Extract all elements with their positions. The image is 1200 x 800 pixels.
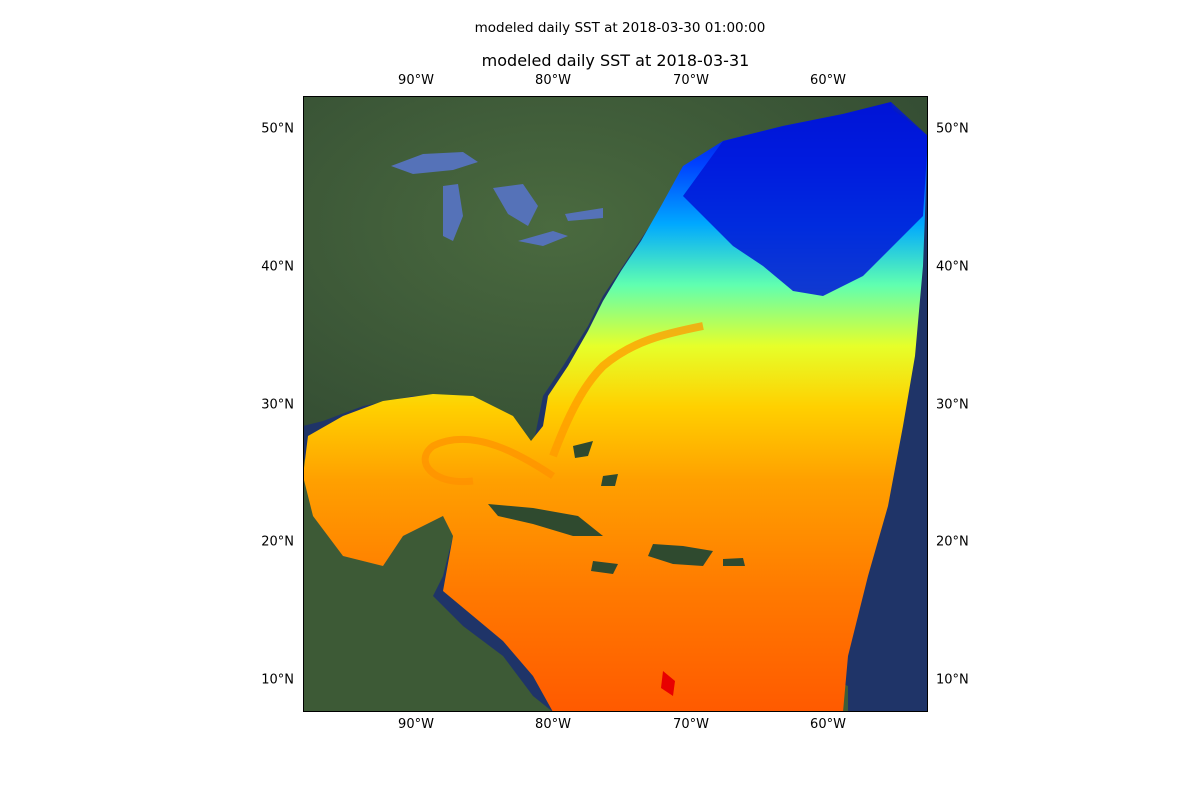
lat-tick-left-50n: 50°N (261, 121, 294, 137)
land-north-america (303, 96, 928, 468)
lat-tick-right-50n: 50°N (936, 121, 969, 137)
lat-tick-right-30n: 30°N (936, 397, 969, 413)
land-central-america (303, 456, 553, 712)
lat-tick-left-20n: 20°N (261, 534, 294, 550)
lat-tick-right-40n: 40°N (936, 259, 969, 275)
sst-hot-patch (661, 671, 675, 696)
sst-loop-current (421, 435, 555, 486)
lat-tick-left-40n: 40°N (261, 259, 294, 275)
lon-tick-top-70w: 70°W (673, 73, 709, 88)
map-title: modeled daily SST at 2018-03-31 (481, 51, 750, 70)
lat-tick-right-20n: 20°N (936, 534, 969, 550)
sst-map[interactable] (303, 96, 928, 712)
lat-tick-right-10n: 10°N (936, 672, 969, 688)
lon-tick-bottom-90w: 90°W (398, 717, 434, 732)
lon-tick-top-90w: 90°W (398, 73, 434, 88)
great-lakes (391, 152, 603, 246)
caribbean-islands (488, 441, 745, 574)
lon-tick-bottom-60w: 60°W (810, 717, 846, 732)
lon-tick-bottom-70w: 70°W (673, 717, 709, 732)
map-frame (303, 96, 928, 712)
sst-cold-shelf (683, 102, 928, 296)
sst-gulf-stream (549, 322, 704, 458)
lat-tick-left-10n: 10°N (261, 672, 294, 688)
lon-tick-top-80w: 80°W (535, 73, 571, 88)
lon-tick-top-60w: 60°W (810, 73, 846, 88)
lat-tick-left-30n: 30°N (261, 397, 294, 413)
figure-suptitle: modeled daily SST at 2018-03-30 01:00:00 (474, 20, 766, 36)
lon-tick-bottom-80w: 80°W (535, 717, 571, 732)
